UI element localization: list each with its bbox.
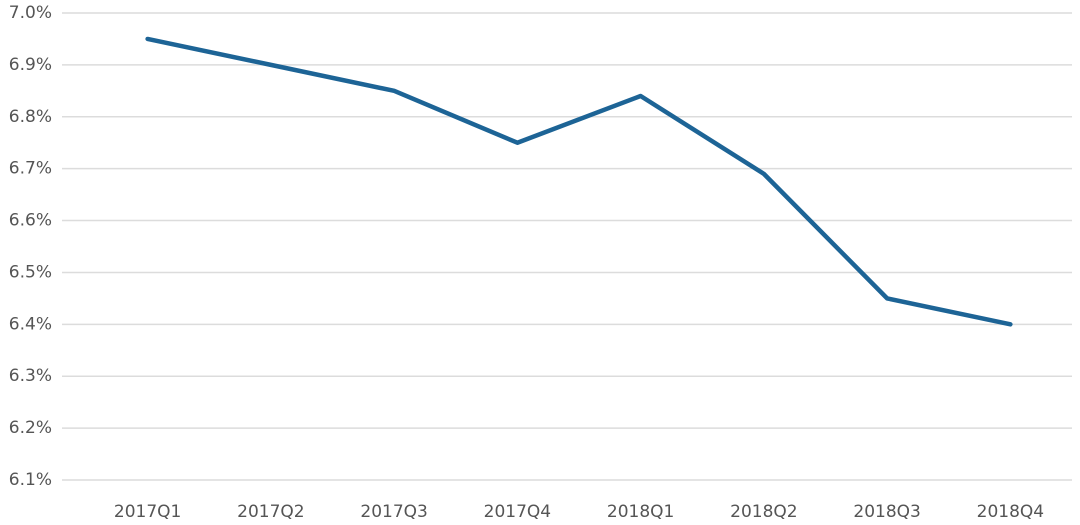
y-tick-label: 6.3%	[9, 366, 52, 386]
y-tick-label: 6.8%	[9, 107, 52, 127]
x-tick-label: 2018Q4	[977, 502, 1044, 522]
y-tick-label: 6.9%	[9, 55, 52, 75]
x-tick-label: 2017Q3	[360, 502, 427, 522]
x-tick-label: 2017Q4	[484, 502, 551, 522]
x-tick-label: 2018Q1	[607, 502, 674, 522]
x-tick-label: 2018Q3	[853, 502, 920, 522]
x-tick-label: 2017Q2	[237, 502, 304, 522]
y-tick-label: 6.4%	[9, 314, 52, 334]
y-tick-label: 6.5%	[9, 262, 52, 282]
x-tick-label: 2017Q1	[114, 502, 181, 522]
y-tick-label: 6.6%	[9, 211, 52, 231]
y-tick-label: 6.1%	[9, 470, 52, 490]
y-tick-label: 7.0%	[9, 3, 52, 23]
line-series	[145, 36, 1013, 327]
y-tick-label: 6.2%	[9, 418, 52, 438]
x-tick-label: 2018Q2	[730, 502, 797, 522]
y-tick-label: 6.7%	[9, 159, 52, 179]
